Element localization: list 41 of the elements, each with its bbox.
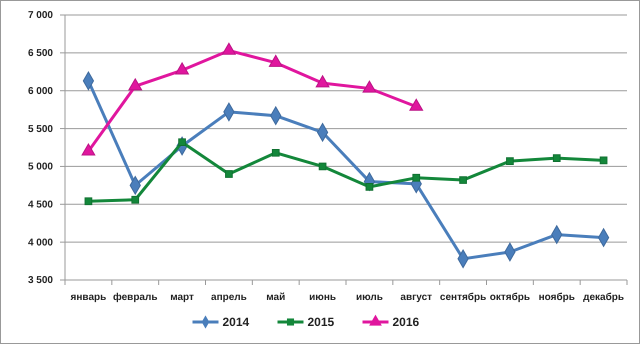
y-tick-label: 5 500 xyxy=(28,124,54,135)
x-tick-label: февраль xyxy=(113,292,158,303)
y-tick-label: 3 500 xyxy=(28,275,54,286)
legend-label: 2016 xyxy=(392,315,420,329)
y-tick-label: 4 000 xyxy=(28,237,54,248)
x-tick-label: сентябрь xyxy=(440,292,486,303)
legend-label: 2014 xyxy=(222,315,250,329)
y-tick-label: 6 500 xyxy=(28,48,54,60)
point xyxy=(272,148,280,157)
legend-label: 2015 xyxy=(308,315,335,329)
point xyxy=(366,183,374,191)
point xyxy=(362,80,376,93)
y-tick-label: 6 000 xyxy=(28,86,54,97)
point xyxy=(506,157,514,165)
point xyxy=(316,75,330,88)
y-tick-label: 4 500 xyxy=(28,199,54,210)
point xyxy=(128,78,142,90)
point xyxy=(459,176,467,184)
x-tick-label: июнь xyxy=(309,292,336,303)
y-tick-label: 7 000 xyxy=(28,10,54,22)
point xyxy=(84,197,92,206)
x-tick-label: июль xyxy=(356,292,383,303)
point xyxy=(225,170,233,178)
point xyxy=(409,98,424,111)
x-tick-label: март xyxy=(170,292,194,303)
point xyxy=(600,156,608,164)
x-tick-label: апрель xyxy=(211,292,247,303)
x-tick-label: август xyxy=(400,292,432,303)
x-tick-label: октябрь xyxy=(490,292,530,303)
point xyxy=(222,42,236,55)
point xyxy=(412,174,420,182)
point xyxy=(175,62,189,74)
x-tick-label: ноябрь xyxy=(538,292,575,303)
x-tick-label: январь xyxy=(70,292,106,303)
x-tick-label: декабрь xyxy=(583,292,624,303)
y-tick-label: 5 000 xyxy=(28,162,54,173)
point xyxy=(131,196,140,204)
point xyxy=(268,54,283,67)
point xyxy=(318,162,326,170)
point xyxy=(552,154,561,162)
x-tick-label: май xyxy=(266,292,286,303)
